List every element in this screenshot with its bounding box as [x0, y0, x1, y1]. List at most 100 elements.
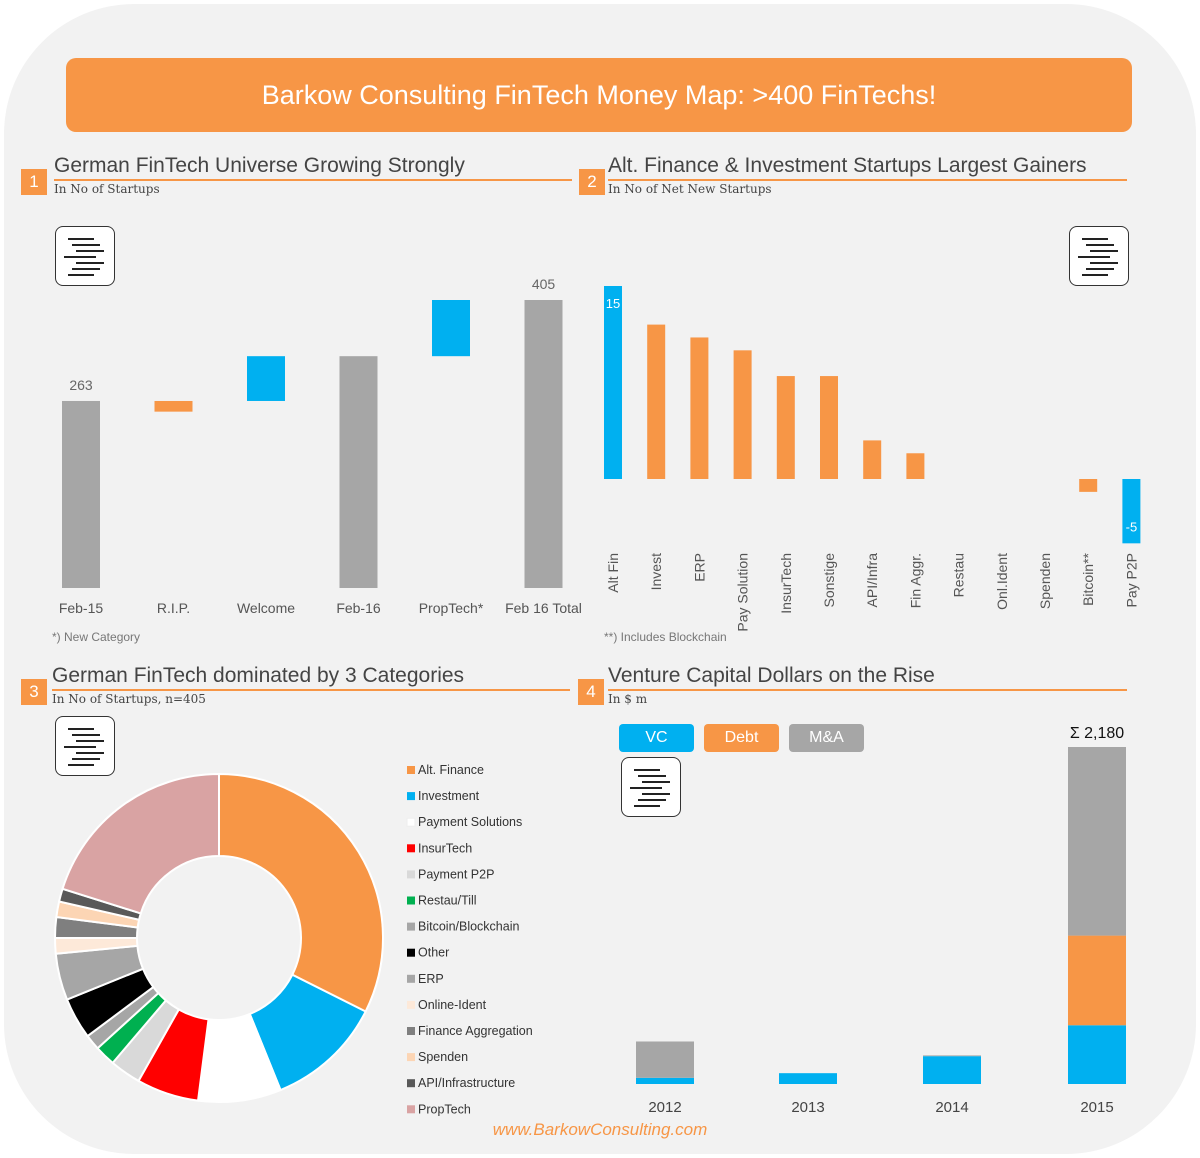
panel-3-number: 3 [21, 679, 47, 705]
vc-year-label-2015: 2015 [1080, 1099, 1113, 1116]
donut-legend-swatch-3 [407, 844, 415, 853]
donut-legend-swatch-10 [407, 1027, 415, 1035]
panel-2-subtitle: In No of Net New Startups [608, 182, 772, 196]
net-new-category-label-1: Invest [648, 553, 664, 590]
logo-panel-2 [1069, 226, 1129, 286]
net-new-bar-7 [906, 453, 925, 479]
donut-legend-label-7: Other [418, 946, 449, 960]
donut-legend-label-8: ERP [418, 972, 444, 986]
vc-year-label-2014: 2014 [935, 1099, 968, 1116]
donut-legend-swatch-11 [407, 1053, 415, 1062]
donut-legend-label-6: Bitcoin/Blockchain [418, 920, 519, 934]
donut-legend-swatch-7 [407, 948, 415, 957]
donut-slice-0 [218, 772, 384, 1013]
vc-bar-2015-vc [1068, 1025, 1126, 1084]
waterfall-category-label-5: Feb 16 Total [505, 600, 582, 616]
net-new-category-label-10: Spenden [1037, 553, 1053, 609]
panel-1-footnote: *) New Category [52, 630, 141, 644]
donut-legend-swatch-8 [407, 974, 415, 983]
net-new-data-label-12: -5 [1126, 519, 1138, 534]
panel-2-rule [608, 179, 1127, 181]
vc-bar-2014-vc [923, 1056, 981, 1084]
net-new-category-label-3: Pay Solution [735, 553, 751, 632]
legend-pill-ma: M&A [789, 724, 864, 752]
chart-2-net-new-bars: 15 Alt Fin Invest ERP Pay Solution InsurTech S… [604, 286, 1141, 632]
logo-mark-icon [64, 238, 104, 276]
waterfall-bar-2 [247, 356, 285, 401]
waterfall-data-label-0: 263 [69, 377, 93, 393]
vc-year-label-2013: 2013 [791, 1099, 824, 1116]
waterfall-bar-4 [432, 300, 470, 357]
donut-legend-swatch-6 [407, 922, 415, 931]
donut-legend-label-10: Finance Aggregation [418, 1024, 533, 1038]
panel-4-title: Venture Capital Dollars on the Rise [608, 664, 935, 687]
donut-legend-label-2: Payment Solutions [418, 815, 522, 829]
net-new-category-label-8: Restau [951, 553, 967, 597]
panel-1-number: 1 [21, 169, 47, 195]
net-new-category-label-11: Bitcoin** [1080, 552, 1096, 605]
website-url: www.BarkowConsulting.com [492, 1120, 708, 1139]
donut-legend-swatch-1 [407, 792, 415, 801]
donut-legend-label-12: API/Infrastructure [418, 1076, 515, 1090]
panel-3-rule [52, 689, 570, 691]
net-new-category-label-5: Sonstige [821, 553, 837, 608]
waterfall-category-label-3: Feb-16 [336, 600, 381, 616]
panel-2-title: Alt. Finance & Investment Startups Large… [608, 154, 1087, 177]
donut-legend-swatch-4 [407, 870, 415, 879]
net-new-bar-6 [863, 440, 882, 479]
vc-total-label: Σ 2,180 [1070, 725, 1124, 742]
panel-4-rule [608, 689, 1127, 691]
logo-panel-3 [55, 716, 115, 776]
vc-bar-2012-vc [636, 1077, 694, 1084]
vc-bar-2012-ma [636, 1041, 694, 1078]
net-new-bar-4 [776, 376, 795, 479]
donut-legend-swatch-2 [406, 817, 416, 827]
panel-3-title: German FinTech dominated by 3 Categories [52, 664, 465, 687]
panel-4-subtitle: In $ m [608, 692, 648, 706]
donut-legend-label-13: PropTech [418, 1102, 471, 1116]
net-new-category-label-0: Alt Fin [605, 553, 621, 593]
net-new-bar-0 [604, 286, 622, 479]
net-new-data-label-0: 15 [606, 296, 620, 311]
net-new-category-label-2: ERP [691, 553, 707, 582]
vc-year-label-2012: 2012 [648, 1099, 681, 1116]
net-new-bar-12 [1122, 479, 1141, 544]
chart-4-stacked-bars: 2012 2013 2014 2015 Σ 2,180 [636, 725, 1126, 1116]
donut-legend-swatch-13 [407, 1105, 415, 1114]
panel-3-subtitle: In No of Startups, n=405 [52, 692, 206, 706]
panel-1-rule [54, 179, 572, 181]
logo-mark-icon [64, 728, 104, 766]
net-new-bar-5 [820, 376, 838, 479]
logo-mark-icon [630, 769, 670, 807]
waterfall-category-label-4: PropTech* [419, 600, 484, 616]
donut-legend-label-3: InsurTech [418, 841, 472, 855]
vc-bar-2014-ma [923, 1055, 981, 1057]
title-banner: Barkow Consulting FinTech Money Map: >40… [66, 58, 1132, 132]
net-new-category-label-12: Pay P2P [1123, 553, 1139, 607]
donut-legend-label-9: Online-Ident [418, 998, 487, 1012]
panel-1-title: German FinTech Universe Growing Strongly [54, 154, 465, 177]
donut-legend-swatch-5 [407, 896, 415, 905]
waterfall-bar-3 [339, 356, 378, 588]
net-new-bar-3 [733, 350, 752, 479]
waterfall-bar-0 [62, 400, 100, 588]
waterfall-data-label-5: 405 [532, 276, 556, 292]
vc-bar-2015-ma [1068, 747, 1126, 936]
waterfall-bar-5 [524, 300, 563, 588]
donut-legend-swatch-9 [407, 1000, 415, 1009]
donut-legend-swatch-12 [407, 1079, 415, 1088]
donut-slice-13 [61, 772, 220, 915]
net-new-bar-1 [647, 324, 666, 479]
logo-mark-icon [1078, 238, 1118, 276]
vc-bar-2013-vc [779, 1073, 837, 1084]
logo-panel-1 [55, 226, 115, 286]
waterfall-category-label-2: Welcome [237, 600, 295, 616]
chart-1-waterfall: 263 Feb-15 R.I.P. Welcome Feb-16 PropTech* 405… [59, 276, 582, 616]
donut-legend-label-1: Investment [418, 789, 480, 803]
banner-title: Barkow Consulting FinTech Money Map: >40… [261, 79, 937, 110]
panel-2-footnote: **) Includes Blockchain [604, 630, 727, 644]
net-new-category-label-7: Fin Aggr. [907, 553, 923, 608]
panel-1-subtitle: In No of Startups [54, 182, 160, 196]
legend-pill-debt: Debt [704, 724, 779, 752]
panel-2-number: 2 [579, 169, 605, 195]
